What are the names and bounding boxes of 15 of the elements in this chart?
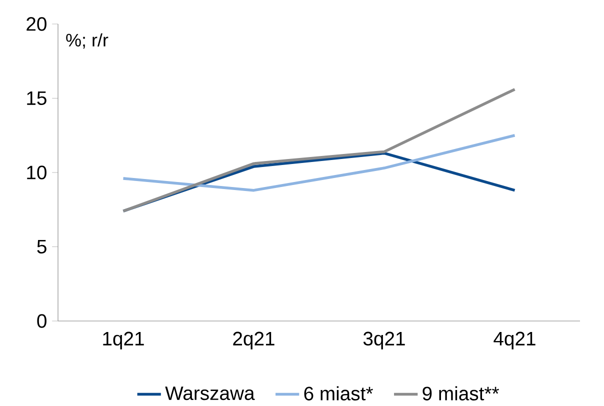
y-tick-label: 5 xyxy=(37,240,46,254)
legend-label: 9 miast** xyxy=(422,386,500,400)
y-tick-label: 15 xyxy=(27,91,46,106)
x-tick-label: 2q21 xyxy=(233,332,274,350)
legend-label: Warszawa xyxy=(165,386,255,400)
y-tick-label: 20 xyxy=(26,17,46,31)
line-series xyxy=(122,88,516,212)
line-series xyxy=(122,134,516,192)
x-tick-label: 3q21 xyxy=(363,332,405,350)
y-tick-label: 0 xyxy=(37,314,46,328)
legend-label: 6 miast* xyxy=(304,386,373,400)
x-tick-label: 1q21 xyxy=(103,332,144,350)
y-tick-label: 10 xyxy=(27,166,46,180)
y-axis-title: %; r/r xyxy=(66,33,108,49)
x-tick-label: 4q21 xyxy=(494,332,536,350)
